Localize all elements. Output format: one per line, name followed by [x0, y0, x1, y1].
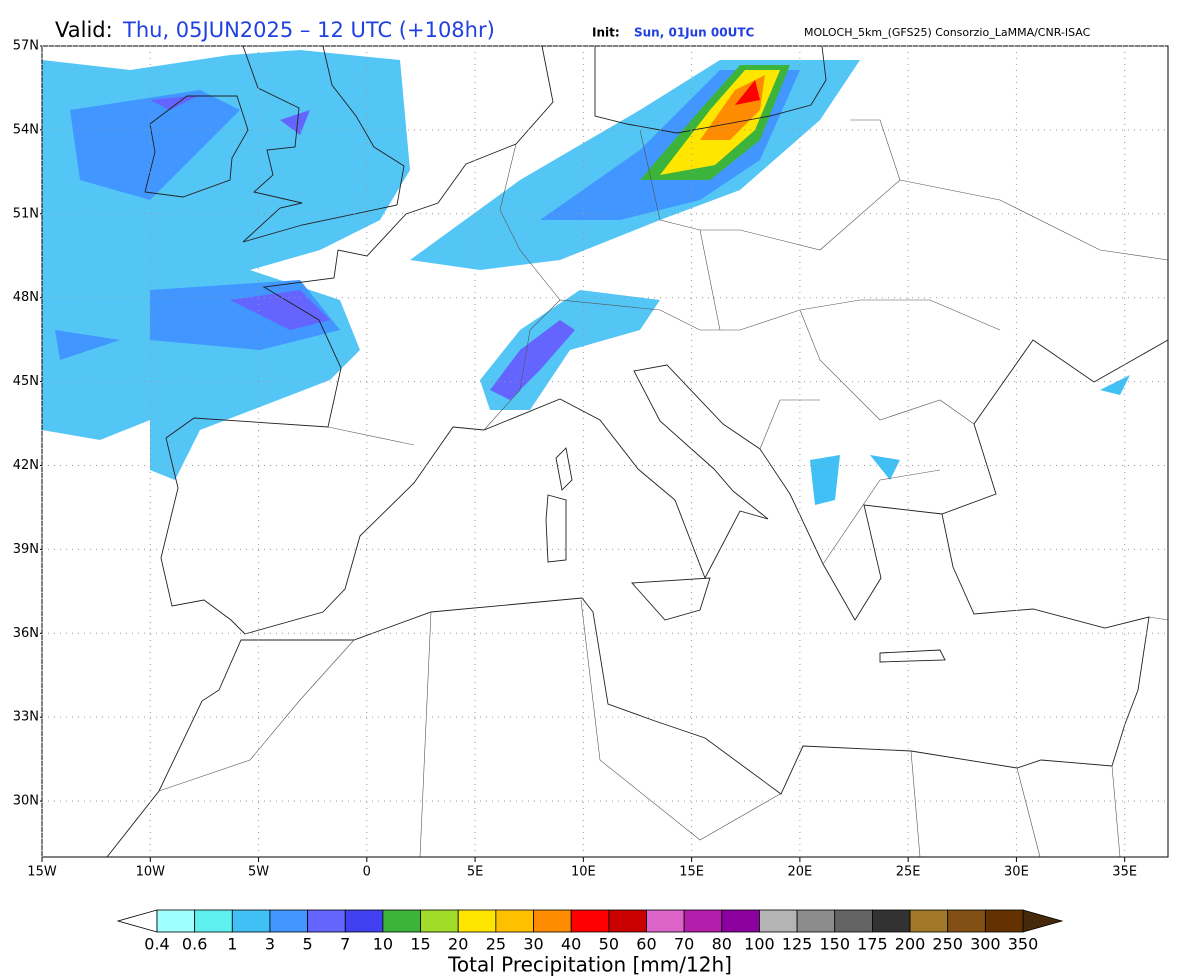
- colorbar-title: Total Precipitation [mm/12h]: [447, 953, 732, 977]
- precip-area: [490, 320, 575, 400]
- x-tick-label: 5E: [467, 865, 484, 880]
- precip-area: [810, 375, 1130, 505]
- x-tick-label: 15E: [679, 865, 704, 880]
- colorbar-box: [156, 909, 196, 933]
- coastline: [160, 45, 554, 635]
- valid-label: Valid:: [55, 18, 113, 42]
- x-tick-label: 10W: [136, 865, 166, 880]
- colorbar-box: [457, 909, 497, 933]
- colorbar-label: 15: [410, 935, 430, 954]
- colorbar-label: 20: [448, 935, 468, 954]
- colorbar-box: [231, 909, 271, 933]
- y-tick-label: 51N: [13, 206, 39, 221]
- colorbar-box: [533, 909, 572, 933]
- colorbar-label: 70: [674, 935, 694, 954]
- colorbar-label: 175: [857, 935, 888, 954]
- precip-area: [735, 80, 760, 105]
- x-tick-label: 5W: [248, 865, 269, 880]
- x-tick-label: 20E: [788, 865, 813, 880]
- precip-area: [55, 90, 340, 360]
- colorbar-box: [495, 909, 534, 933]
- x-tick-label: 35E: [1112, 865, 1137, 880]
- colorbar-label: 40: [561, 935, 581, 954]
- precipitation: [42, 50, 1130, 505]
- colorbar-label: 350: [1008, 935, 1039, 954]
- coastline: [144, 95, 249, 198]
- colorbar-label: 125: [782, 935, 813, 954]
- colorbar-label: 200: [895, 935, 926, 954]
- coastline: [242, 45, 405, 243]
- y-tick-label: 54N: [13, 122, 39, 137]
- colorbar-label: 7: [340, 935, 350, 954]
- colorbar-label: 300: [970, 935, 1001, 954]
- colorbar-label: 150: [819, 935, 850, 954]
- colorbar-box: [796, 909, 836, 933]
- colorbar-label: 0.4: [144, 935, 169, 954]
- colorbar-label: 1: [227, 935, 237, 954]
- model-info: MOLOCH_5km_(GFS25) Consorzio_LaMMA/CNR-I…: [804, 26, 1091, 39]
- y-tick-label: 57N: [13, 39, 39, 54]
- colorbar-label: 50: [599, 935, 619, 954]
- colorbar-box: [834, 909, 873, 933]
- x-tick-label: 30E: [1004, 865, 1029, 880]
- colorbar-box: [344, 909, 384, 933]
- colorbar-label: 100: [744, 935, 775, 954]
- coastlines: [106, 45, 1169, 858]
- colorbar-box: [194, 909, 233, 933]
- y-tick-label: 33N: [13, 710, 39, 725]
- y-tick-label: 42N: [13, 458, 39, 473]
- x-tick-label: 25E: [896, 865, 921, 880]
- colorbar-box: [721, 909, 760, 933]
- colorbar-box: [871, 909, 911, 933]
- colorbar-box: [382, 909, 421, 933]
- colorbar-label: 30: [523, 935, 543, 954]
- colorbar-box: [683, 909, 723, 933]
- colorbar-label: 80: [712, 935, 732, 954]
- colorbar-under: [116, 909, 158, 933]
- y-tick-label: 48N: [13, 290, 39, 305]
- y-tick-label: 39N: [13, 542, 39, 557]
- colorbar-box: [984, 909, 1024, 933]
- x-tick-label: 0: [363, 865, 371, 880]
- coastline: [106, 513, 1150, 858]
- map-frame: [41, 45, 1169, 858]
- colorbar-label: 5: [303, 935, 313, 954]
- precip-area: [150, 95, 330, 330]
- y-tick-label: 36N: [13, 626, 39, 641]
- border: [158, 119, 1169, 858]
- colorbar-box: [646, 909, 685, 933]
- x-tick-label: 10E: [571, 865, 596, 880]
- colorbar-label: 3: [265, 935, 275, 954]
- valid-time: Thu, 05JUN2025 – 12 UTC (+108hr): [122, 18, 495, 42]
- colorbar-label: 60: [636, 935, 656, 954]
- colorbar-box: [570, 909, 610, 933]
- colorbar-label: 10: [373, 935, 393, 954]
- colorbar-box: [307, 909, 346, 933]
- coastline: [594, 45, 827, 134]
- colorbar-box: [909, 909, 949, 933]
- colorbar-box: [269, 909, 309, 933]
- x-tick-label: 15W: [27, 865, 57, 880]
- coastline: [244, 339, 1169, 635]
- colorbar-label: 250: [932, 935, 963, 954]
- colorbar-box: [947, 909, 986, 933]
- colorbar-box: [420, 909, 459, 933]
- init-time: Sun, 01Jun 00UTC: [634, 26, 755, 40]
- init-label: Init:: [592, 26, 620, 40]
- y-tick-label: 45N: [13, 374, 39, 389]
- coastline: [545, 447, 946, 663]
- colorbar-label: 0.6: [182, 935, 207, 954]
- colorbar-over: [1022, 909, 1064, 933]
- colorbar-box: [608, 909, 647, 933]
- colorbar-box: [759, 909, 798, 933]
- y-tick-label: 30N: [13, 794, 39, 809]
- colorbar-label: 25: [486, 935, 506, 954]
